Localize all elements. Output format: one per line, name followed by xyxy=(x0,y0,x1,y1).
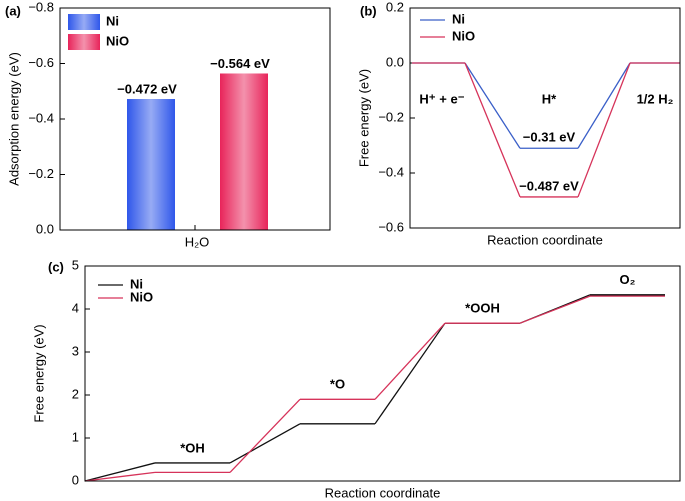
y-axis-label: Adsorption energy (eV) xyxy=(6,52,21,186)
x-axis-label: Reaction coordinate xyxy=(325,485,441,500)
connector xyxy=(464,62,521,198)
legend-shine xyxy=(68,14,100,30)
y-tick-label: 0 xyxy=(72,472,79,487)
plot-frame xyxy=(409,7,681,229)
y-tick-label: −0.4 xyxy=(378,164,404,179)
legend-label: NiO xyxy=(452,28,475,43)
y-tick-label: −0.6 xyxy=(378,219,404,234)
y-tick-label: −0.2 xyxy=(378,109,404,124)
legend-label: Ni xyxy=(106,13,119,28)
connector xyxy=(229,398,301,473)
y-tick-label: −0.8 xyxy=(28,0,54,14)
value-label: −0.487 eV xyxy=(519,178,579,193)
category-label: H* xyxy=(542,91,557,106)
connector xyxy=(577,62,631,198)
x-axis-label: Reaction coordinate xyxy=(487,232,603,247)
legend-label: Ni xyxy=(130,276,143,291)
category-label: *O xyxy=(330,377,345,392)
category-label: H⁺ + e⁻ xyxy=(419,91,464,106)
y-tick-label: −0.2 xyxy=(28,166,54,181)
connector xyxy=(374,322,446,400)
bar-shine xyxy=(220,73,268,231)
y-tick-label: 5 xyxy=(72,257,79,272)
connector xyxy=(464,62,521,149)
legend-label: NiO xyxy=(106,33,129,48)
category-label: *OH xyxy=(180,440,205,455)
y-tick-label: 0.0 xyxy=(386,54,404,69)
connector xyxy=(84,462,156,482)
category-label: *OOH xyxy=(465,301,500,316)
connector xyxy=(519,295,591,324)
connector xyxy=(84,471,156,482)
y-tick-label: 0.0 xyxy=(36,221,54,236)
x-tick-label: H₂O xyxy=(185,234,210,249)
connector xyxy=(374,322,446,425)
panel-label: (c) xyxy=(48,259,64,274)
plot-frame xyxy=(84,265,681,482)
y-tick-label: −0.4 xyxy=(28,110,54,125)
y-axis-label: Free energy (eV) xyxy=(356,69,371,167)
plot-frame xyxy=(59,7,331,231)
y-tick-label: 4 xyxy=(72,300,79,315)
panel-label: (b) xyxy=(360,3,377,18)
bar-shine xyxy=(127,99,175,231)
value-label: −0.31 eV xyxy=(523,130,576,145)
legend-label: Ni xyxy=(452,11,465,26)
category-label: 1/2 H₂ xyxy=(637,91,674,106)
panel-label: (a) xyxy=(5,3,21,18)
legend-shine xyxy=(68,34,100,50)
legend-label: NiO xyxy=(130,289,153,304)
value-label: −0.472 eV xyxy=(117,81,177,96)
y-tick-label: 1 xyxy=(72,429,79,444)
y-tick-label: 3 xyxy=(72,343,79,358)
value-label: −0.564 eV xyxy=(210,56,270,71)
connector xyxy=(229,423,301,464)
y-axis-label: Free energy (eV) xyxy=(31,324,46,422)
y-tick-label: −0.6 xyxy=(28,55,54,70)
category-label: O₂ xyxy=(620,272,636,287)
connector xyxy=(577,62,631,149)
y-tick-label: 2 xyxy=(72,386,79,401)
y-tick-label: 0.2 xyxy=(386,0,404,14)
